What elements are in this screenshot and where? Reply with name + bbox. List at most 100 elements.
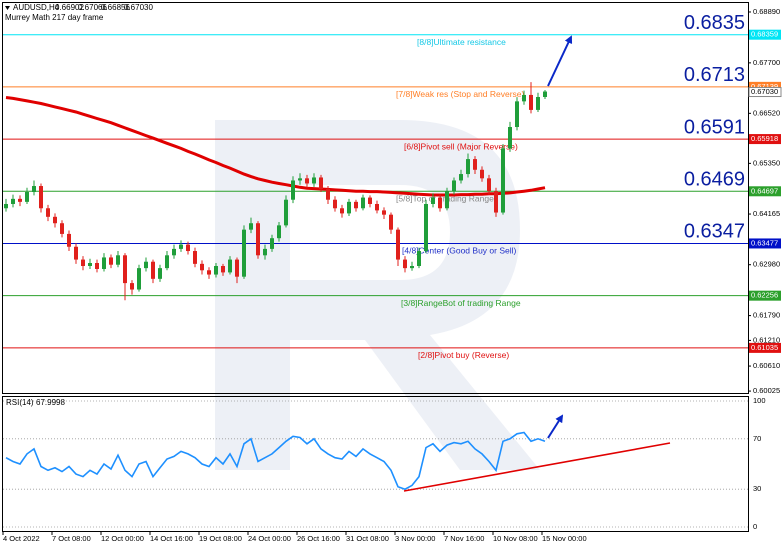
candle-body <box>417 251 421 266</box>
x-tick-label: 12 Oct 00:00 <box>101 534 144 543</box>
candle-body <box>214 265 218 275</box>
candle-body <box>18 198 22 202</box>
x-tick-label: 7 Oct 08:00 <box>52 534 91 543</box>
x-tick-label: 7 Nov 16:00 <box>444 534 484 543</box>
candle-body <box>102 257 106 269</box>
candle-body <box>60 223 64 234</box>
x-tick-label: 10 Nov 08:00 <box>493 534 538 543</box>
candle-body <box>137 268 141 290</box>
candle-body <box>130 283 134 290</box>
level-label: [4/8]Center (Good Buy or Sell) <box>402 246 517 256</box>
symbol: AUDUSD,H4 <box>13 3 60 12</box>
current-price: 0.67030 <box>751 87 778 96</box>
x-tick-label: 15 Nov 00:00 <box>542 534 587 543</box>
level-price-box <box>749 342 781 353</box>
candle-body <box>256 223 260 256</box>
rsi-title: RSI(14) <box>6 398 34 407</box>
y-tick-label: 100 <box>753 396 766 405</box>
candle-body <box>508 127 512 149</box>
candle-body <box>207 270 211 275</box>
header-open: 0.66902 <box>55 3 84 12</box>
collapse-icon[interactable] <box>5 6 10 10</box>
y-tick-label: 0.61210 <box>753 335 780 344</box>
rsi-line <box>5 431 546 491</box>
candle-body <box>487 178 491 192</box>
candle-body <box>95 263 99 269</box>
y-tick-label: 0.60025 <box>753 386 780 395</box>
candle-body <box>333 199 337 209</box>
level-price: 0.63477 <box>751 238 778 247</box>
level-price-box <box>749 186 781 197</box>
candle-body <box>46 208 50 217</box>
price-panel <box>2 2 749 394</box>
candle-body <box>32 186 36 193</box>
candle-body <box>536 96 540 110</box>
candle-body <box>53 216 57 224</box>
level-label: [3/8]RangeBot of trading Range <box>401 298 521 308</box>
watermark <box>215 120 540 470</box>
candle-body <box>382 210 386 215</box>
candle-body <box>480 169 484 179</box>
candle-body <box>452 180 456 192</box>
x-tick-label: 3 Nov 00:00 <box>395 534 435 543</box>
level-price: 0.61035 <box>751 343 778 352</box>
x-tick-label: 26 Oct 16:00 <box>297 534 340 543</box>
candle-body <box>221 265 225 273</box>
candle-body <box>291 180 295 200</box>
level-label: [2/8]Pivot buy (Reverse) <box>418 350 509 360</box>
candle-body <box>410 265 414 269</box>
y-tick-label: 0.65350 <box>753 158 780 167</box>
candle-body <box>228 259 232 273</box>
candle-body <box>270 238 274 249</box>
level-price-box <box>749 290 781 301</box>
y-tick-label: 0.64165 <box>753 209 780 218</box>
y-tick-label: 0.61790 <box>753 311 780 320</box>
level-price-box <box>749 81 781 92</box>
candle-body <box>515 101 519 128</box>
candle-body <box>81 259 85 266</box>
candle-body <box>501 148 505 213</box>
candle-body <box>459 174 463 181</box>
candle-body <box>396 229 400 260</box>
candle-body <box>277 225 281 239</box>
rsi-panel <box>2 396 749 532</box>
level-price: 0.68359 <box>751 30 778 39</box>
candle-body <box>543 91 547 97</box>
y-tick-label: 0 <box>753 522 757 531</box>
header-low: 0.66856 <box>101 3 130 12</box>
candle-body <box>466 159 470 175</box>
candle-body <box>368 197 372 204</box>
level-label: [7/8]Weak res (Stop and Reverse) <box>396 89 525 99</box>
candle-body <box>235 259 239 277</box>
candle-body <box>438 197 442 209</box>
candle-body <box>445 191 449 209</box>
candle-body <box>116 255 120 265</box>
level-label: [8/8]Ultimate resistance <box>417 37 506 47</box>
candle-body <box>529 94 533 110</box>
candle-body <box>158 268 162 279</box>
candle-body <box>326 189 330 200</box>
candle-body <box>284 199 288 226</box>
y-tick-label: 0.66520 <box>753 108 780 117</box>
candle-body <box>361 197 365 209</box>
candle-body <box>179 244 183 249</box>
level-annotation: 0.6591 <box>684 116 745 138</box>
candle-body <box>144 261 148 269</box>
rsi-trendline <box>403 442 671 492</box>
indicator-name: Murrey Math 217 day frame <box>5 13 104 22</box>
candle-body <box>354 201 358 209</box>
candle-body <box>74 246 78 260</box>
candle-body <box>151 261 155 279</box>
candle-body <box>39 186 43 209</box>
candle-body <box>347 201 351 214</box>
candle-body <box>88 263 92 266</box>
level-price: 0.67139 <box>751 82 778 91</box>
candle-body <box>431 197 435 204</box>
candle-body <box>403 259 407 269</box>
header-high: 0.67066 <box>78 3 107 12</box>
candle-body <box>319 177 323 190</box>
candle-body <box>305 178 309 184</box>
level-price: 0.65918 <box>751 134 778 143</box>
x-tick-label: 14 Oct 16:00 <box>150 534 193 543</box>
